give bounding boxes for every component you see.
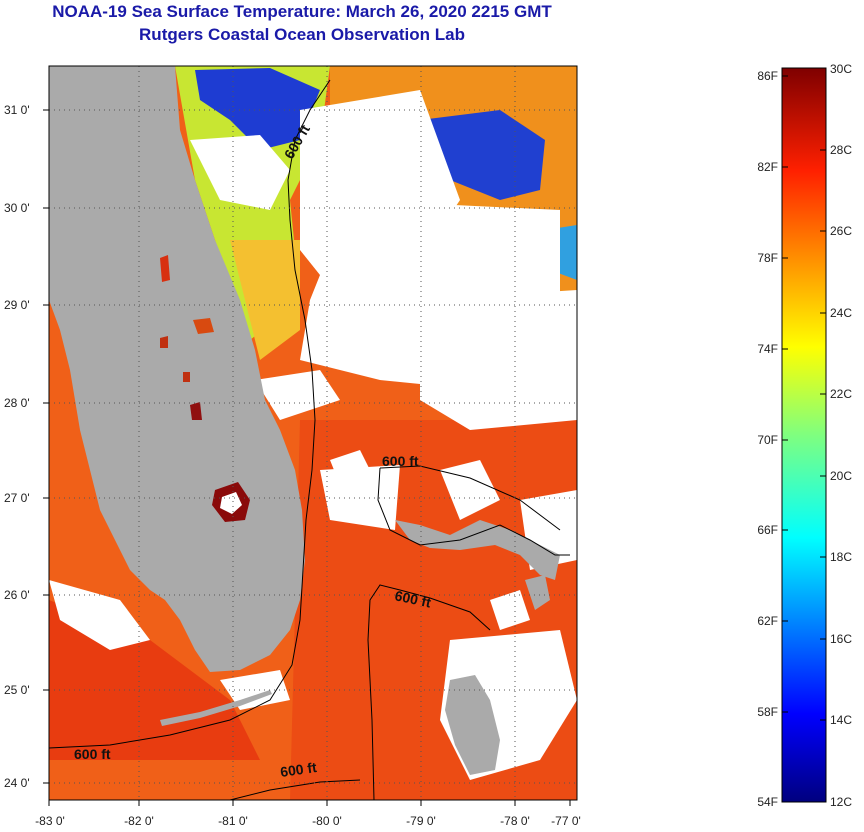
cold-water [195,68,320,150]
lat-tick-label: 27 0' [4,491,30,505]
colorbar-f-label: 66F [757,523,778,537]
colorbar-c-label: 12C [830,795,852,809]
isobath-label: 600 ft [279,759,318,780]
isobath-lines [49,79,570,800]
map-tick-marks [43,109,571,806]
lat-tick-label: 24 0' [4,776,30,790]
lon-tick-label: -78 0' [500,814,530,828]
temperature-colorbar [781,67,827,803]
lat-tick-label: 25 0' [4,683,30,697]
colorbar-c-label: 14C [830,713,852,727]
isobath-label: 600 ft [74,746,111,762]
florida-land [49,66,305,672]
isobath-label: 600 ft [393,587,432,610]
lon-tick-label: -83 0' [35,814,65,828]
colorbar-c-label: 24C [830,306,852,320]
map-title: NOAA-19 Sea Surface Temperature: March 2… [52,2,552,21]
lon-tick-label: -82 0' [124,814,154,828]
lat-tick-label: 26 0' [4,588,30,602]
map-frame [48,65,578,801]
bahamas-land [395,520,560,580]
colorbar-c-label: 16C [830,632,852,646]
colorbar-f-label: 58F [757,705,778,719]
colorbar-f-label: 86F [757,69,778,83]
colorbar-f-label: 54F [757,795,778,809]
lat-tick-label: 29 0' [4,298,30,312]
colorbar-c-label: 20C [830,469,852,483]
lon-tick-label: -80 0' [312,814,342,828]
isobath-label: 600 ft [382,453,419,469]
colorbar-f-label: 70F [757,433,778,447]
lat-tick-label: 31 0' [4,103,30,117]
lon-tick-label: -77 0' [551,814,581,828]
colorbar-c-label: 26C [830,224,852,238]
colorbar-ticks [782,67,826,721]
lat-tick-label: 30 0' [4,201,30,215]
map-grid [49,66,577,800]
colorbar-f-label: 62F [757,614,778,628]
colorbar-c-label: 30C [830,62,852,76]
colorbar-f-label: 82F [757,160,778,174]
sst-map [49,66,577,800]
colorbar-f-label: 74F [757,342,778,356]
lon-tick-label: -81 0' [218,814,248,828]
colorbar-c-label: 28C [830,143,852,157]
lat-tick-label: 28 0' [4,396,30,410]
colorbar-c-label: 18C [830,550,852,564]
colorbar-f-label: 78F [757,251,778,265]
map-subtitle: Rutgers Coastal Ocean Observation Lab [139,25,465,44]
cloud-cover [49,90,577,780]
lon-tick-label: -79 0' [406,814,436,828]
colorbar-c-label: 22C [830,387,852,401]
